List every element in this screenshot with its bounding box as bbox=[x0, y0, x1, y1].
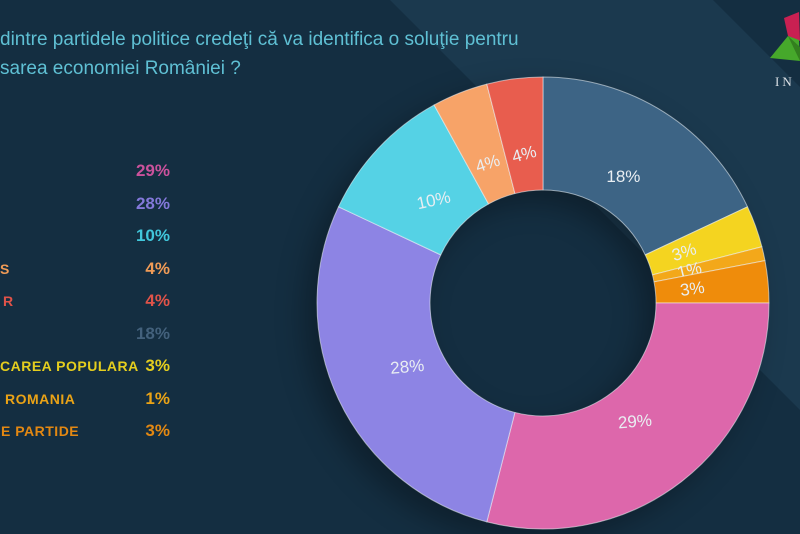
legend-row: 18% bbox=[0, 318, 172, 350]
legend-row: 28% bbox=[0, 188, 172, 220]
legend-row: CAREA POPULARA 3% bbox=[0, 350, 172, 382]
legend-value: 1% bbox=[145, 388, 170, 408]
question-title-line-2: sarea economiei României ? bbox=[0, 58, 241, 79]
inscop-logo: IN bbox=[754, 10, 800, 102]
question-title-line-1: dintre partidele politice credeţi că va … bbox=[0, 29, 519, 50]
legend-row: E PARTIDE 3% bbox=[0, 415, 172, 447]
pyramid-logo-icon bbox=[770, 12, 800, 61]
question-title: dintre partidele politice credeţi că va … bbox=[0, 25, 640, 83]
chart-legend: 29% 28% 10% S 4% R 4% 18% CAREA POPULARA 3% ROMANI… bbox=[0, 0, 180, 534]
donut-slice-29% bbox=[486, 302, 770, 530]
legend-label: ROMANIA bbox=[5, 390, 76, 407]
slice-label: 3% bbox=[679, 278, 706, 300]
donut-slice-18% bbox=[542, 76, 748, 256]
legend-label: E PARTIDE bbox=[1, 423, 80, 439]
legend-label: R bbox=[3, 293, 14, 309]
legend-value: 3% bbox=[145, 421, 170, 440]
legend-value: 3% bbox=[145, 356, 170, 375]
slice-label: 28% bbox=[389, 356, 425, 378]
legend-row: ROMANIA 1% bbox=[0, 383, 172, 415]
legend-label: S bbox=[0, 260, 10, 277]
legend-value: 10% bbox=[135, 226, 170, 245]
legend-value: 4% bbox=[145, 258, 170, 278]
legend-row: 10% bbox=[0, 220, 172, 252]
legend-row: R 4% bbox=[0, 285, 172, 317]
legend-row: 29% bbox=[0, 155, 172, 187]
donut-slice-4% bbox=[486, 76, 544, 195]
donut-slice-28% bbox=[316, 206, 516, 523]
legend-value: 28% bbox=[135, 193, 170, 213]
legend-value: 18% bbox=[135, 323, 170, 343]
logo-text: IN bbox=[775, 74, 795, 89]
legend-value: 29% bbox=[135, 161, 170, 180]
legend-row: S 4% bbox=[0, 253, 172, 285]
slice-label: 18% bbox=[606, 167, 640, 186]
slice-label: 29% bbox=[617, 411, 653, 433]
legend-label: CAREA POPULARA bbox=[0, 358, 139, 374]
legend-value: 4% bbox=[145, 291, 170, 310]
